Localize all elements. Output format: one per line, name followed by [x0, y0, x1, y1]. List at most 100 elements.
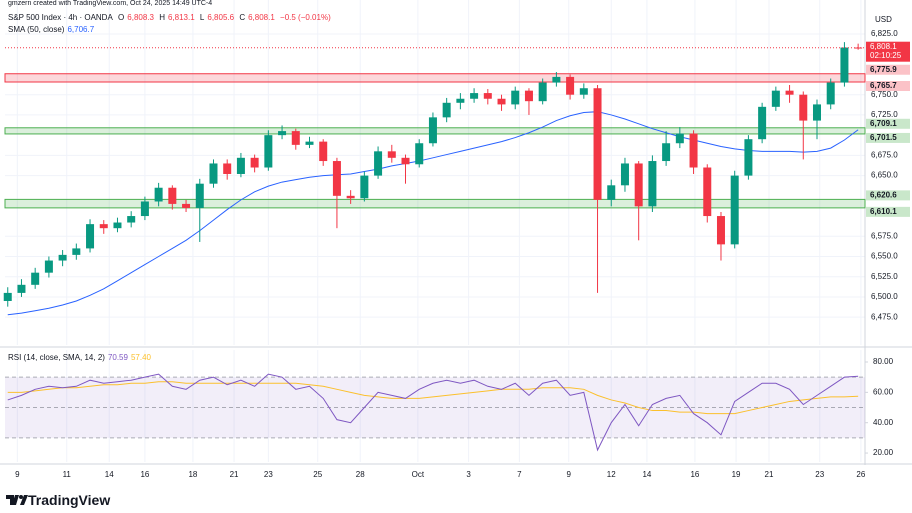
rsi-sma-value: 57.40 [130, 353, 151, 362]
candle-body [593, 88, 602, 200]
x-tick-label: 16 [690, 470, 699, 479]
zone-price-label: 6,701.5 [870, 133, 897, 142]
sma-line [7, 111, 859, 316]
legend-sma: SMA (50, close) 6,706.7 [8, 25, 97, 34]
x-tick-label: 19 [732, 470, 741, 479]
ohlc-value: 6,805.6 [207, 13, 235, 22]
candle-body [401, 157, 410, 165]
candle-body [305, 141, 314, 145]
rsi-name: RSI (14, close, SMA, 14, 2) [8, 353, 105, 362]
ohlc-key: O [118, 13, 125, 22]
x-tick-label: 25 [313, 470, 322, 479]
candle-body [140, 201, 149, 217]
candle-body [456, 98, 465, 103]
y-tick-label: 6,525.0 [871, 272, 898, 281]
candle-body [223, 163, 232, 174]
candle-body [374, 151, 383, 176]
y-tick-label: 6,475.0 [871, 312, 898, 321]
x-tick-label: 28 [356, 470, 365, 479]
symbol: S&P 500 Index · 4h · OANDA [8, 13, 113, 22]
zone-price-label: 6,765.7 [870, 81, 897, 90]
rsi-tick-label: 40.00 [873, 418, 894, 427]
y-tick-label: 6,675.0 [871, 150, 898, 159]
candle-body [17, 284, 26, 293]
x-tick-label: 14 [642, 470, 651, 479]
header: gmzern created with TradingView.com, Oct… [8, 0, 213, 7]
candle-body [483, 93, 492, 99]
candle-body [854, 47, 863, 49]
candle-body [648, 161, 657, 207]
candle-body [168, 187, 177, 204]
x-tick-label: Oct [412, 470, 425, 479]
candle-body [346, 195, 355, 199]
ohlc-value: 6,808.1 [248, 13, 275, 22]
last-price-box [866, 41, 910, 62]
candle-body [703, 167, 712, 217]
x-tick-label: 16 [140, 470, 149, 479]
y-tick-label: 6,650.0 [871, 171, 898, 180]
candle-body [127, 216, 136, 223]
x-tick-label: 21 [765, 470, 774, 479]
candle-body [291, 131, 300, 145]
candle-body [264, 135, 273, 168]
candle-body [387, 151, 396, 158]
x-tick-label: 12 [607, 470, 616, 479]
candle-body [785, 90, 794, 95]
x-tick-label: 14 [105, 470, 114, 479]
candle-body [58, 254, 67, 261]
y-tick-label: 6,750.0 [871, 90, 898, 99]
currency: USD [875, 15, 892, 24]
candle-body [538, 82, 547, 102]
x-tick-label: 11 [63, 470, 72, 479]
zone-price-box [866, 190, 910, 201]
candle-body [826, 82, 835, 105]
change: −0.5 (−0.01%) [280, 13, 331, 22]
candle-body [620, 163, 629, 186]
rsi-line [7, 381, 859, 415]
candle-body [72, 248, 81, 255]
legend-rsi: RSI (14, close, SMA, 14, 2) 70.59 57.40 [8, 353, 154, 362]
candle-body [634, 163, 643, 207]
y-tick-label: 6,500.0 [871, 292, 898, 301]
candle-body [566, 76, 575, 95]
candle-body [44, 260, 53, 273]
candle-body [607, 185, 616, 200]
candle-body [250, 157, 259, 168]
zone [4, 73, 866, 83]
logo-shape [6, 495, 19, 505]
candle-body [415, 143, 424, 165]
countdown: 02:10:25 [870, 51, 902, 60]
candle-body [689, 133, 698, 168]
y-tick-label: 6,725.0 [871, 110, 898, 119]
zone-price-box [866, 64, 910, 75]
candle-body [716, 216, 725, 245]
candle-body [730, 175, 739, 245]
legend-main: S&P 500 Index · 4h · OANDA O 6,808.3 H 6,8… [8, 13, 334, 22]
candle-body [154, 187, 163, 202]
x-tick-label: 7 [517, 470, 522, 479]
candle-body [428, 117, 437, 144]
logo-dot [19, 495, 23, 499]
candle-body [360, 175, 369, 199]
candle-body [442, 102, 451, 118]
rsi-tick-label: 60.00 [873, 387, 894, 396]
zone [4, 198, 866, 209]
candle-body [195, 183, 204, 208]
candle-body [771, 90, 780, 107]
candle-body [675, 133, 684, 144]
candle-body [524, 90, 533, 102]
sma-name: SMA (50, close) [8, 25, 65, 34]
ohlc-key: L [199, 13, 205, 22]
candle-body [511, 90, 520, 105]
candle-body [744, 139, 753, 176]
zone-price-label: 6,620.6 [870, 190, 897, 199]
candle-body [278, 131, 287, 136]
candle-body [552, 76, 561, 83]
brand-logo [6, 495, 28, 505]
candle-body [497, 98, 506, 105]
y-tick-label: 6,550.0 [871, 252, 898, 261]
logo-shape [20, 495, 28, 505]
ohlc-value: 6,813.1 [167, 13, 195, 22]
